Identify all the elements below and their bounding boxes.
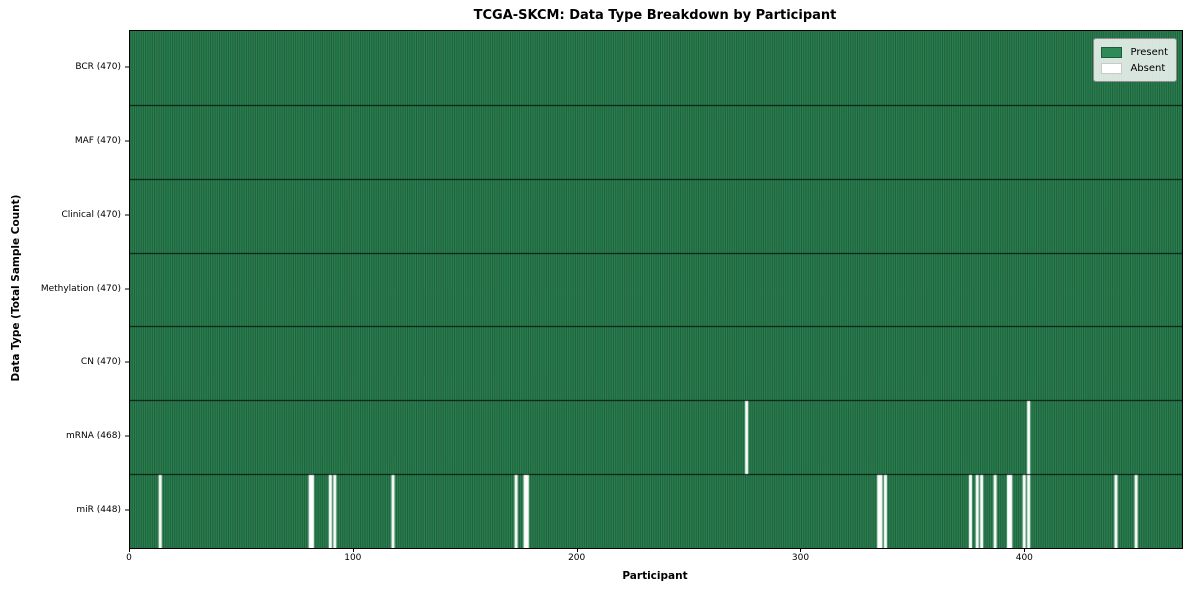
- y-tick: [125, 509, 129, 511]
- legend-swatch-absent-icon: [1101, 62, 1123, 74]
- x-tick-label: 100: [344, 553, 362, 563]
- x-axis-label: Participant: [622, 570, 688, 582]
- x-tick: [800, 548, 802, 552]
- y-tick: [125, 66, 129, 68]
- legend-label-present: Present: [1130, 46, 1168, 58]
- x-tick: [129, 548, 130, 552]
- y-axis-label: Data Type (Total Sample Count): [10, 194, 22, 382]
- y-tick-label: Methylation (470): [40, 283, 121, 294]
- y-tick-label: BCR (470): [75, 61, 121, 72]
- legend-item-absent: Absent: [1101, 60, 1168, 76]
- heatmap-canvas: [130, 31, 1182, 548]
- legend-swatch-present-icon: [1101, 46, 1123, 58]
- y-tick: [125, 214, 129, 216]
- plot-area: Present Absent: [129, 30, 1183, 549]
- y-tick: [125, 435, 129, 437]
- legend-label-absent: Absent: [1130, 62, 1166, 74]
- y-tick-label: MAF (470): [74, 135, 121, 146]
- x-tick-label: 400: [1015, 553, 1033, 563]
- x-tick-label: 0: [126, 553, 132, 563]
- y-tick-label: Clinical (470): [61, 209, 121, 220]
- legend: Present Absent: [1093, 38, 1177, 82]
- x-tick-label: 300: [791, 553, 810, 563]
- y-tick: [125, 288, 129, 289]
- x-tick-label: 200: [568, 553, 586, 563]
- y-tick: [125, 140, 129, 142]
- chart-title: TCGA-SKCM: Data Type Breakdown by Partic…: [473, 8, 837, 23]
- x-tick: [352, 548, 354, 552]
- x-tick: [1024, 548, 1026, 552]
- x-tick: [576, 548, 578, 552]
- y-tick: [125, 361, 129, 363]
- y-tick-label: mRNA (468): [66, 431, 121, 442]
- y-tick-label: miR (448): [76, 505, 121, 516]
- legend-item-present: Present: [1101, 44, 1168, 60]
- y-tick-label: CN (470): [80, 357, 121, 368]
